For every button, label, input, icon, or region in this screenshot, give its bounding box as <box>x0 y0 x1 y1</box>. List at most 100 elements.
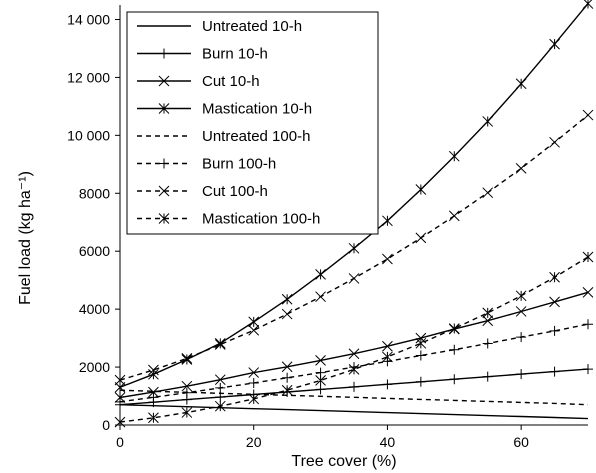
x-tick-label: 60 <box>513 434 529 450</box>
legend-entry: Mastication 10-h <box>137 101 312 118</box>
data-point-plus <box>315 384 326 395</box>
legend-label: Mastication 100-h <box>202 211 320 228</box>
data-point-cross <box>158 75 170 87</box>
legend-label: Cut 10-h <box>202 73 260 90</box>
data-point-plus <box>248 378 259 388</box>
data-point-asterisk <box>515 290 527 302</box>
data-point-plus <box>148 392 159 403</box>
legend-label: Cut 100-h <box>202 183 268 200</box>
data-point-plus <box>415 376 426 387</box>
data-point-cross <box>382 340 393 352</box>
data-point-plus <box>516 332 527 343</box>
data-point-plus <box>215 382 226 393</box>
data-point-asterisk <box>582 0 594 9</box>
legend-entry: Burn 10-h <box>137 46 268 63</box>
y-tick-label: 4000 <box>79 301 110 317</box>
y-tick-label: 6000 <box>79 243 110 259</box>
data-point-cross <box>181 380 193 392</box>
legend-label: Mastication 10-h <box>202 101 312 118</box>
data-point-asterisk <box>582 251 594 263</box>
data-point-cross <box>315 355 326 366</box>
data-point-asterisk <box>214 400 226 412</box>
legend-entry: Burn 100-h <box>137 156 276 173</box>
data-point-cross <box>582 109 594 121</box>
data-point-plus <box>181 387 192 398</box>
data-point-cross <box>348 273 360 284</box>
series-line <box>119 389 589 406</box>
data-point-cross <box>415 232 427 244</box>
x-tick-label: 0 <box>116 434 124 450</box>
data-point-cross <box>382 253 393 265</box>
data-point-cross <box>158 185 170 197</box>
legend: Untreated 10-h Burn 10-h Cut 10-h Masticati… <box>126 11 379 235</box>
series-line <box>119 404 589 420</box>
series-mastication-100-h <box>114 251 594 428</box>
data-point-cross <box>281 361 293 373</box>
data-point-plus <box>516 369 527 380</box>
data-point-cross <box>482 315 494 327</box>
data-point-cross <box>348 348 360 360</box>
legend-entry: Untreated 10-h <box>137 18 302 35</box>
data-point-asterisk <box>415 337 427 349</box>
data-point-plus <box>583 319 593 330</box>
data-point-asterisk <box>158 103 170 114</box>
data-point-asterisk <box>382 215 393 227</box>
y-tick-label: 14 000 <box>67 11 110 27</box>
data-point-cross <box>148 364 159 376</box>
data-point-asterisk <box>482 307 494 319</box>
legend-label: Burn 100-h <box>202 156 276 173</box>
series-group <box>114 0 594 428</box>
y-tick-label: 2000 <box>79 359 110 375</box>
legend-box <box>126 11 379 235</box>
data-point-asterisk <box>448 150 460 162</box>
data-point-cross <box>114 374 126 386</box>
legend-entry: Cut 10-h <box>137 73 260 90</box>
series-cut-10-h <box>114 286 594 403</box>
y-tick-label: 0 <box>102 417 110 433</box>
data-point-plus <box>549 325 560 336</box>
data-point-asterisk <box>181 407 193 418</box>
data-point-plus <box>349 381 359 392</box>
data-point-asterisk <box>348 364 360 375</box>
data-point-plus <box>382 379 393 390</box>
legend-entry: Cut 100-h <box>137 183 268 200</box>
legend-label: Burn 10-h <box>202 46 268 63</box>
data-point-plus <box>282 372 293 383</box>
data-point-plus <box>482 338 493 349</box>
data-point-cross <box>549 296 560 308</box>
ticks: 0 20 40 60 0 2000 4000 6000 8000 10 000 12 000 14 0… <box>67 11 529 450</box>
data-point-cross <box>549 136 560 148</box>
data-point-plus <box>415 350 426 361</box>
data-point-cross <box>214 339 226 350</box>
data-point-cross <box>582 286 594 298</box>
data-point-asterisk <box>148 412 159 424</box>
data-point-asterisk <box>549 38 560 50</box>
data-point-cross <box>515 306 527 317</box>
data-point-cross <box>482 187 494 199</box>
data-point-cross <box>448 210 460 222</box>
data-point-cross <box>214 374 226 386</box>
data-point-cross <box>315 291 326 303</box>
data-point-plus <box>449 374 460 385</box>
data-point-asterisk <box>248 393 260 405</box>
legend-label: Untreated 10-h <box>202 18 302 35</box>
x-tick-label: 20 <box>246 434 262 450</box>
y-tick-label: 8000 <box>79 185 110 201</box>
y-tick-label: 10 000 <box>67 127 110 143</box>
data-point-cross <box>181 353 193 364</box>
data-point-cross <box>248 367 260 378</box>
data-point-asterisk <box>248 316 260 328</box>
data-point-plus <box>482 371 493 382</box>
data-point-asterisk <box>482 116 494 127</box>
data-point-asterisk <box>549 271 560 283</box>
y-axis-title: Fuel load (kg ha⁻¹) <box>17 171 34 305</box>
x-tick-label: 40 <box>380 434 396 450</box>
legend-entry: Mastication 100-h <box>137 211 320 228</box>
data-point-plus <box>115 396 125 407</box>
data-point-asterisk <box>315 375 326 386</box>
y-tick-label: 12 000 <box>67 69 110 85</box>
data-point-asterisk <box>281 293 293 305</box>
data-point-asterisk <box>448 323 460 334</box>
data-point-asterisk <box>181 354 193 365</box>
